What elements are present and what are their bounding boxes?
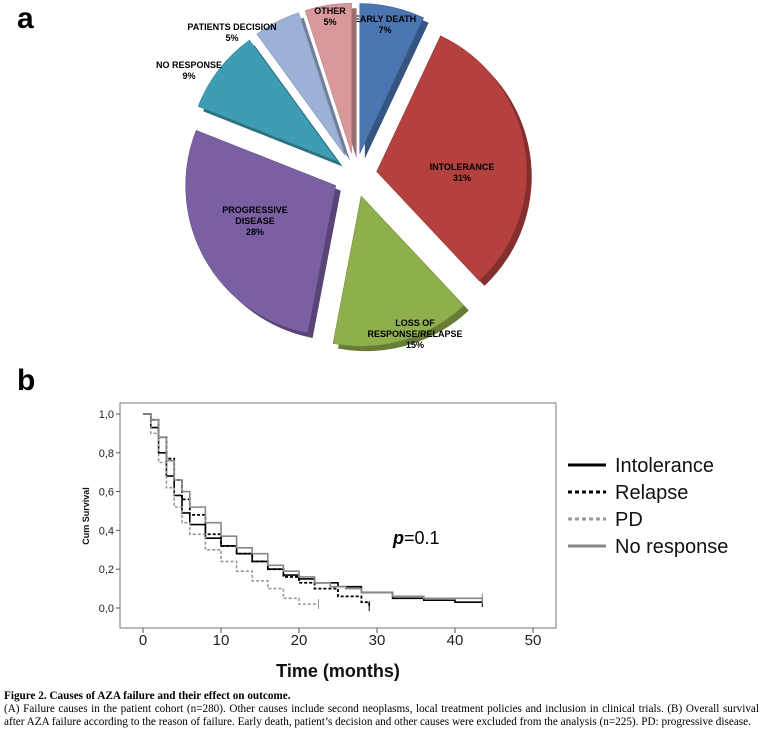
pie-label: 9%: [182, 71, 195, 81]
caption-title: Figure 2. Causes of AZA failure and thei…: [4, 690, 291, 702]
pie-slice-progressive-disease: [185, 129, 341, 338]
y-axis-title: Cum Survival: [81, 487, 91, 545]
legend-label: Relapse: [615, 482, 688, 504]
pie-label: INTOLERANCE: [430, 162, 495, 172]
x-tick-label: 10: [213, 632, 230, 649]
series-line-no-response: [143, 413, 483, 600]
pie-label: 5%: [323, 17, 336, 27]
survival-chart: 0,0 0,2 0,4 0,6 0,8 1,0 0 10 20 30 40 50 Time (month…: [81, 402, 728, 681]
caption-body: (A) Failure causes in the patient cohort…: [4, 703, 759, 728]
figure-caption: Figure 2. Causes of AZA failure and thei…: [4, 690, 759, 729]
y-tick-label: 0,2: [99, 564, 114, 576]
pie-slice-intolerance: [376, 35, 532, 286]
pie-label: LOSS OF: [395, 318, 435, 328]
panel-label-a: a: [17, 2, 34, 35]
pie-label: 28%: [246, 227, 264, 237]
pie-label: OTHER: [314, 6, 346, 16]
series-line-pd: [143, 413, 319, 605]
pie-label: PROGRESSIVE: [222, 205, 288, 215]
pie-label: PATIENTS DECISION: [187, 22, 276, 32]
pie-label: NO RESPONSE: [156, 60, 222, 70]
pie-label: RESPONSE/RELAPSE: [367, 329, 462, 339]
pie-label: 5%: [225, 33, 238, 43]
pie-slice-no-response: [197, 39, 343, 167]
pie-slice-other: [304, 2, 357, 159]
pie-slice-loss-of-response-relapse: [332, 195, 469, 352]
pie-slice-early-death: [359, 3, 429, 159]
p-value-annotation: p=0.1: [392, 528, 440, 548]
pie-label: EARLY DEATH: [354, 14, 416, 24]
x-tick-label: 0: [139, 632, 147, 649]
x-axis-title: Time (months): [276, 661, 400, 681]
pie-label: 7%: [378, 25, 391, 35]
y-tick-label: 0,6: [99, 487, 114, 499]
x-tick-label: 40: [447, 632, 464, 649]
legend-label: PD: [615, 509, 643, 531]
x-tick-label: 30: [369, 632, 386, 649]
pie-label: DISEASE: [235, 216, 275, 226]
x-tick-label: 20: [291, 632, 308, 649]
legend-label: No response: [615, 536, 728, 558]
pie-slice-patients-decision: [256, 12, 351, 161]
y-tick-label: 1,0: [99, 409, 114, 421]
legend-label: Intolerance: [615, 455, 714, 477]
panel-label-b: b: [17, 364, 36, 397]
y-tick-label: 0,0: [99, 603, 114, 615]
pie-label: 15%: [406, 340, 424, 350]
pie-label: 31%: [453, 173, 471, 183]
y-tick-label: 0,8: [99, 448, 114, 460]
x-tick-label: 50: [525, 632, 542, 649]
y-tick-label: 0,4: [99, 525, 114, 537]
